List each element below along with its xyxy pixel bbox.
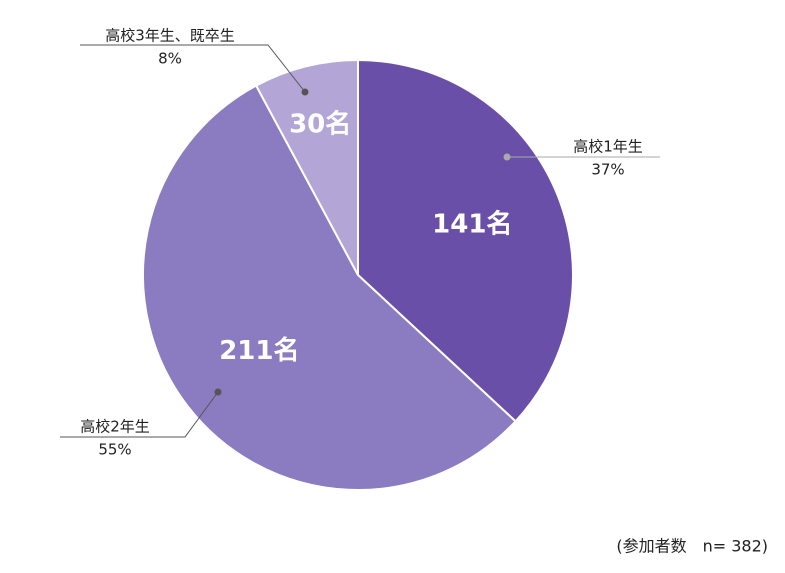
percent-label: 8% xyxy=(158,50,182,68)
value-label: 30名 xyxy=(289,108,351,139)
leader-dot xyxy=(214,388,222,396)
value-label: 141名 xyxy=(432,209,512,240)
category-label: 高校2年生 xyxy=(80,418,150,436)
note: (参加者数 n= 382) xyxy=(616,537,768,556)
leader-line xyxy=(80,44,306,93)
pie-slice xyxy=(254,58,359,276)
leader-dot xyxy=(503,153,511,161)
pie-slice xyxy=(142,84,517,491)
category-label: 高校1年生 xyxy=(573,138,643,156)
value-label: 211名 xyxy=(219,335,299,366)
pie-slice xyxy=(357,58,574,423)
leader-line xyxy=(60,391,219,438)
leader-dot xyxy=(301,88,309,96)
category-label: 高校3年生、既卒生 xyxy=(105,27,235,45)
percent-label: 55% xyxy=(98,441,131,459)
percent-label: 37% xyxy=(591,161,624,179)
